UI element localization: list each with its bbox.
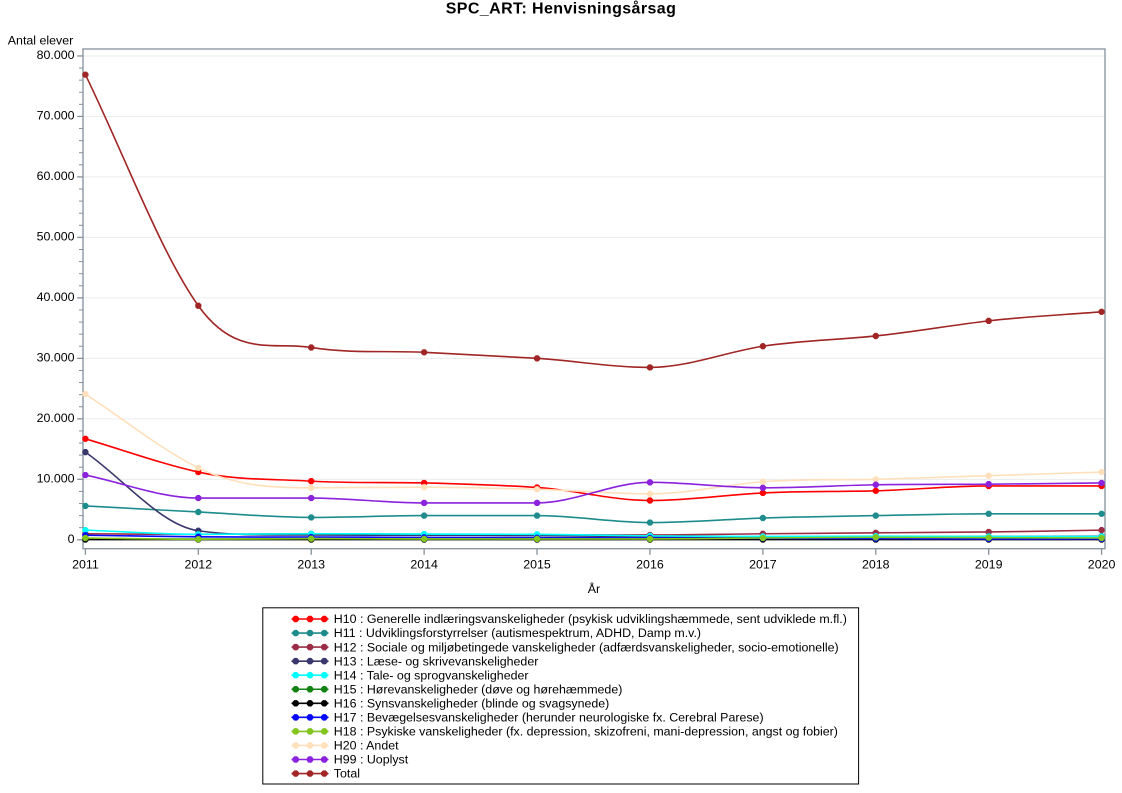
svg-text:H16 : Synsvanskeligheder (blin: H16 : Synsvanskeligheder (blinde og svag… xyxy=(334,696,610,710)
svg-text:2013: 2013 xyxy=(297,558,325,572)
svg-text:H13 : Læse- og skrivevanskelig: H13 : Læse- og skrivevanskeligheder xyxy=(334,654,539,668)
svg-text:Antal elever: Antal elever xyxy=(8,33,73,47)
svg-text:30.000: 30.000 xyxy=(37,351,75,365)
svg-text:2012: 2012 xyxy=(185,558,213,572)
svg-text:20.000: 20.000 xyxy=(37,411,75,425)
svg-text:Total: Total xyxy=(334,767,360,781)
svg-text:H14 : Tale- og sprogvanskeligh: H14 : Tale- og sprogvanskeligheder xyxy=(334,668,529,682)
svg-text:0: 0 xyxy=(68,532,75,546)
svg-text:H17 : Bevægelsesvanskeligheder: H17 : Bevægelsesvanskeligheder (herunder… xyxy=(334,711,764,725)
svg-text:SPC_ART: Henvisningsårsag: SPC_ART: Henvisningsårsag xyxy=(446,0,677,18)
svg-text:H11 : Udviklingsforstyrrelser: H11 : Udviklingsforstyrrelser (autismesp… xyxy=(334,626,701,640)
svg-text:2015: 2015 xyxy=(523,558,551,572)
svg-text:80.000: 80.000 xyxy=(37,48,75,62)
svg-text:2014: 2014 xyxy=(410,558,438,572)
svg-text:År: År xyxy=(588,581,600,596)
svg-text:70.000: 70.000 xyxy=(37,109,75,123)
svg-text:50.000: 50.000 xyxy=(37,230,75,244)
svg-text:2018: 2018 xyxy=(862,558,890,572)
svg-text:H18 : Psykiske vanskeligheder: H18 : Psykiske vanskeligheder (fx. depre… xyxy=(334,725,838,739)
svg-text:2011: 2011 xyxy=(72,558,99,572)
svg-text:2017: 2017 xyxy=(749,558,777,572)
svg-text:2020: 2020 xyxy=(1088,558,1116,572)
svg-text:2016: 2016 xyxy=(636,558,664,572)
svg-text:H12 : Sociale og miljøbetinged: H12 : Sociale og miljøbetingede vanskeli… xyxy=(334,640,839,654)
svg-text:H20 : Andet: H20 : Andet xyxy=(334,739,399,753)
svg-text:H99 : Uoplyst: H99 : Uoplyst xyxy=(334,753,409,767)
svg-text:H10 : Generelle indlæringsvans: H10 : Generelle indlæringsvanskeligheder… xyxy=(334,612,847,626)
svg-text:10.000: 10.000 xyxy=(37,472,75,486)
svg-text:2019: 2019 xyxy=(975,558,1003,572)
svg-text:40.000: 40.000 xyxy=(37,290,75,304)
svg-text:H15 : Hørevanskeligheder (døve: H15 : Hørevanskeligheder (døve og hørehæ… xyxy=(334,682,623,696)
svg-text:60.000: 60.000 xyxy=(37,169,75,183)
